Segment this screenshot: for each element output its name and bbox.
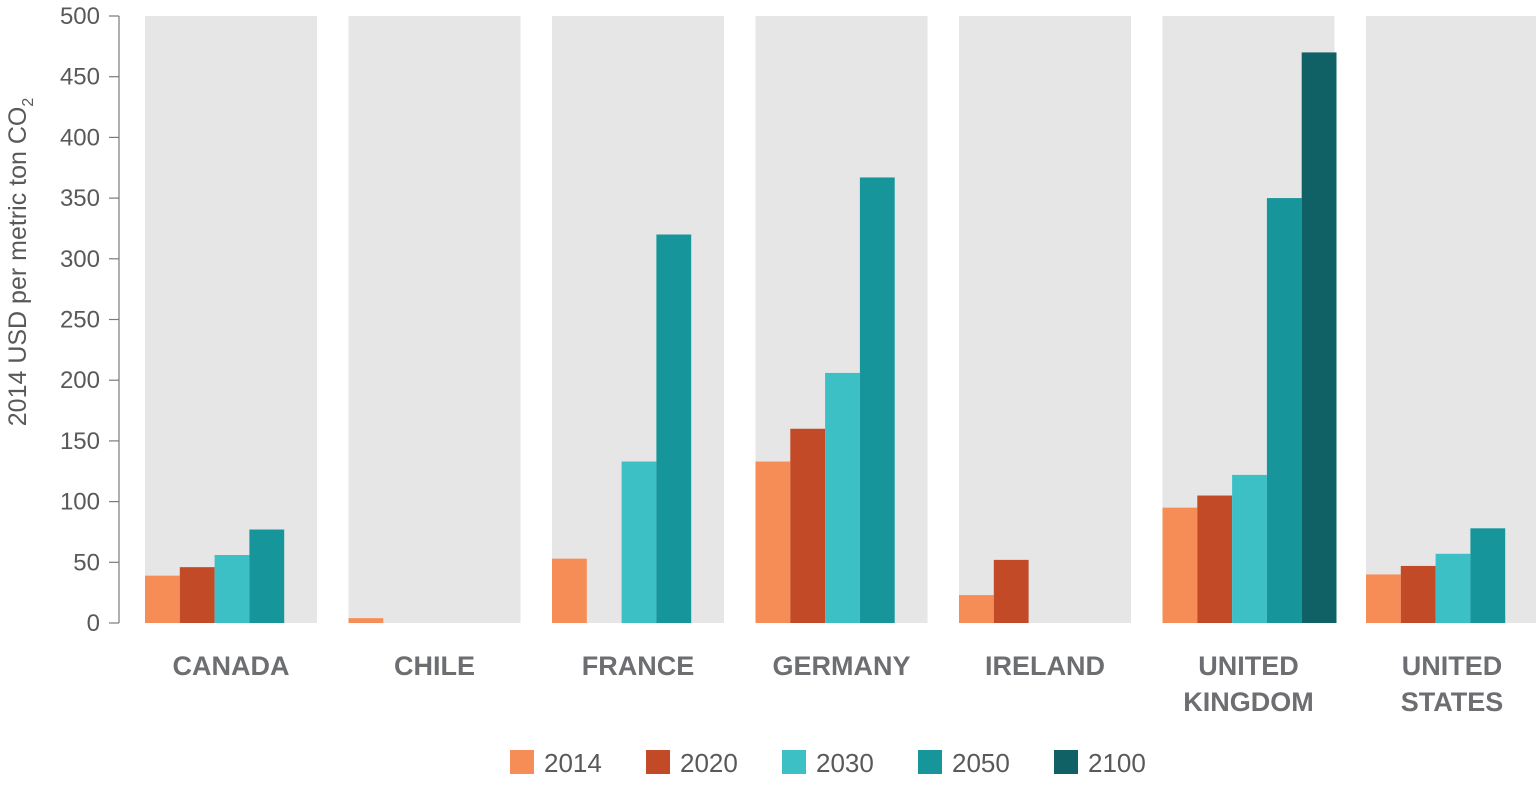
y-tick-label: 250: [60, 307, 100, 334]
bar-united-kingdom-2050: [1266, 198, 1302, 623]
category-label: UNITED STATES: [1401, 651, 1504, 717]
category-label-line: CANADA: [173, 651, 290, 681]
bar-united-kingdom-2030: [1232, 474, 1267, 623]
category-label-line: KINGDOM: [1183, 687, 1314, 717]
category-label: CANADA: [173, 651, 290, 681]
bar-ireland-2020: [993, 559, 1029, 623]
bar-canada-2030: [214, 555, 250, 623]
bar-germany-2014: [755, 461, 791, 623]
bar-united-states-2020: [1400, 565, 1436, 623]
y-tick-label: 450: [60, 64, 100, 91]
bars: [145, 52, 1506, 624]
y-tick-label: 400: [60, 124, 100, 151]
bar-canada-2014: [145, 575, 180, 623]
y-axis: 0 50 100 150 200 250 300 350 400 450 500: [60, 3, 120, 637]
y-tick-label: 50: [73, 549, 100, 576]
legend-swatch-2014: [510, 750, 534, 774]
bar-france-2014: [552, 558, 587, 623]
legend-swatch-2100: [1054, 750, 1078, 774]
bar-france-2050: [656, 234, 692, 623]
bar-united-states-2014: [1366, 574, 1401, 623]
bar-germany-2050: [859, 177, 895, 623]
y-tick-label: 0: [87, 610, 100, 637]
y-tick-label: 300: [60, 246, 100, 273]
panel-united-states: [1366, 16, 1536, 623]
y-tick-label: 150: [60, 428, 100, 455]
y-tick-label: 200: [60, 367, 100, 394]
category-labels: CANADA CHILE FRANCE GERMANY IRELAND UNITED KIN…: [173, 651, 1504, 717]
legend-label-2050: 2050: [952, 748, 1010, 778]
y-tick-label: 500: [60, 3, 100, 30]
y-tick-label: 100: [60, 489, 100, 516]
category-label-line: STATES: [1401, 687, 1504, 717]
bar-ireland-2014: [959, 595, 994, 623]
y-axis-title-subscript: 2: [20, 98, 37, 107]
panel-canada: [145, 16, 317, 623]
legend-label-2100: 2100: [1088, 748, 1146, 778]
bar-canada-2050: [249, 529, 285, 623]
category-label-line: UNITED: [1402, 651, 1503, 681]
legend-label-2014: 2014: [544, 748, 602, 778]
legend-swatch-2030: [782, 750, 806, 774]
category-label-line: FRANCE: [582, 651, 695, 681]
bar-united-kingdom-2020: [1197, 495, 1233, 623]
bar-chile-2014: [348, 618, 384, 623]
bar-united-states-2050: [1470, 528, 1506, 623]
panel-chile: [348, 16, 521, 623]
bar-germany-2030: [825, 372, 860, 623]
category-label: UNITED KINGDOM: [1183, 651, 1314, 717]
bar-united-kingdom-2014: [1162, 507, 1198, 623]
category-label-line: UNITED: [1198, 651, 1299, 681]
legend: 2014 2020 2030 2050 2100: [510, 748, 1146, 778]
bar-united-kingdom-2100: [1301, 52, 1337, 624]
category-label-line: IRELAND: [985, 651, 1105, 681]
legend-swatch-2050: [918, 750, 942, 774]
category-label: CHILE: [394, 651, 475, 681]
category-label: IRELAND: [985, 651, 1105, 681]
bar-canada-2020: [179, 567, 215, 623]
bar-france-2030: [621, 461, 657, 623]
category-label: GERMANY: [772, 651, 910, 681]
bar-germany-2020: [790, 428, 826, 623]
legend-label-2020: 2020: [680, 748, 738, 778]
y-tick-label: 350: [60, 185, 100, 212]
category-label-line: CHILE: [394, 651, 475, 681]
y-axis-title-main: 2014 USD per metric ton CO: [4, 107, 32, 427]
bar-united-states-2030: [1435, 553, 1471, 623]
legend-swatch-2020: [646, 750, 670, 774]
y-axis-title: 2014 USD per metric ton CO2: [4, 98, 37, 427]
category-label: FRANCE: [582, 651, 695, 681]
category-label-line: GERMANY: [772, 651, 910, 681]
panel-ireland: [959, 16, 1131, 623]
legend-label-2030: 2030: [816, 748, 874, 778]
